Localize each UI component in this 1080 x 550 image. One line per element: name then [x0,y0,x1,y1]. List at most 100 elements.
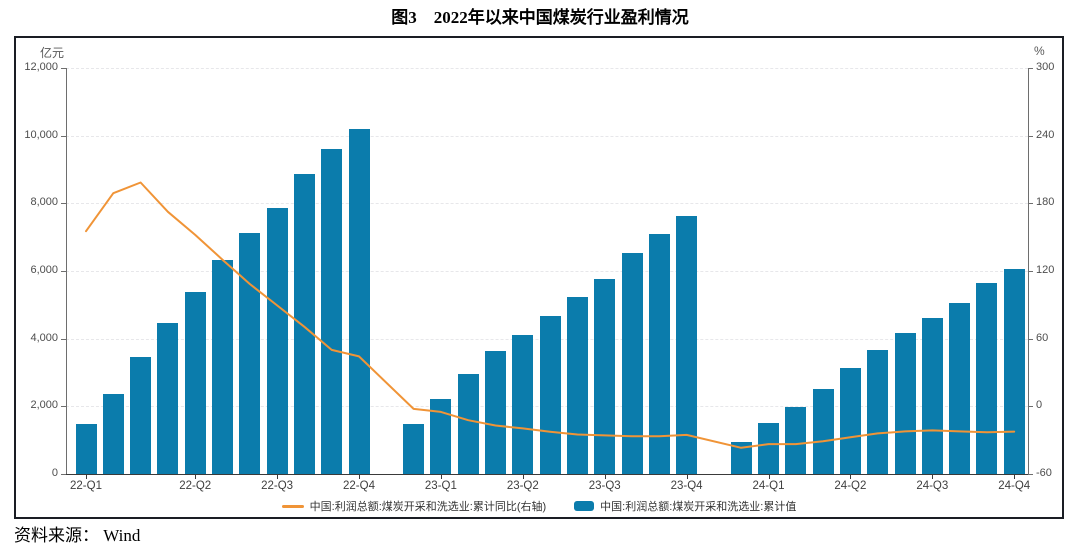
profit-bar [512,334,534,474]
x-axis-tick-label: 23-Q3 [588,480,621,492]
right-axis-tick [1028,406,1033,408]
x-axis-tick-label: 22-Q2 [179,480,212,492]
gridline [66,68,1028,69]
right-axis-tick-label: 240 [1036,128,1055,141]
x-axis-tick-label: 24-Q4 [998,480,1031,492]
x-axis-tick-label: 24-Q3 [916,480,949,492]
left-axis-tick [61,474,66,475]
x-axis-tick [359,475,360,479]
left-axis-line [66,68,67,474]
profit-bar [485,350,506,474]
left-axis-tick-label: 6,000 [30,264,58,276]
left-axis-tick [61,338,66,340]
x-axis-tick [850,475,852,479]
legend-bar-label: 中国:利润总额:煤炭开采和洗选业:累计值 [600,501,797,513]
right-axis-tick-label: 0 [1036,399,1043,412]
x-axis-tick-label: 23-Q2 [506,480,539,492]
gridline [66,203,1028,205]
profit-bar [566,296,588,474]
profit-bar [266,207,288,474]
right-axis-tick-label: 300 [1036,61,1055,73]
x-axis-tick-label: 23-Q1 [424,480,457,492]
left-axis-tick-label: 8,000 [30,196,58,209]
profit-bar [976,282,998,474]
profit-bar [157,322,179,474]
profit-bar [621,253,643,474]
x-axis-tick-label: 24-Q1 [752,480,785,492]
right-axis-tick [1028,68,1033,69]
profit-bar [730,441,752,474]
profit-bar [348,128,370,474]
left-axis-tick [61,203,66,205]
profit-bar [212,259,233,474]
profit-bar [130,356,152,474]
profit-bar [239,233,261,474]
profit-bar [75,423,97,474]
legend-item-line: 中国:利润总额:煤炭开采和洗选业:累计同比(右轴) [281,498,547,514]
left-axis-tick-label: 2,000 [30,399,58,412]
source-note: 资料来源： Wind [14,526,141,545]
legend-line-label: 中国:利润总额:煤炭开采和洗选业:累计同比(右轴) [309,501,547,513]
x-axis-tick-label: 23-Q4 [670,480,703,492]
right-axis-tick [1028,203,1033,205]
plot-area: 12,000 300 10,000 240 8,000 180 6,000 120 4,000 6… [16,38,1062,517]
profit-bar [921,317,943,474]
profit-bar [785,406,807,474]
x-axis-line [66,474,1028,475]
x-axis-tick [522,475,524,479]
right-axis-tick-label: 60 [1036,331,1049,344]
gridline [66,271,1028,272]
right-axis-tick [1028,135,1033,137]
x-axis-tick [932,475,934,479]
figure-title: 图3 2022年以来中国煤炭行业盈利情况 [391,8,689,27]
right-axis-tick [1028,474,1033,475]
left-axis-unit: 亿元 [39,46,64,60]
x-axis-tick [686,475,688,479]
chart-container: 亿元 % 12,000 300 10,000 240 8,000 180 6,000 120 4… [14,36,1064,519]
left-axis-tick-label: 10,000 [24,128,58,141]
profit-bar [430,398,452,474]
bar-series-swatch [574,501,595,511]
x-axis-tick [277,475,279,479]
profit-bar [812,388,834,474]
right-axis-tick-label: 180 [1036,196,1055,209]
right-axis-tick [1028,338,1033,340]
x-axis-tick-label: 24-Q2 [834,480,867,492]
right-axis-tick-label: 120 [1036,264,1055,276]
x-axis-tick-label: 22-Q3 [261,480,294,492]
profit-bar [758,423,779,474]
gridline [66,135,1028,137]
x-axis-tick-label: 22-Q1 [70,480,102,492]
profit-bar [457,374,479,474]
x-axis-tick [440,475,442,479]
right-axis-tick [1028,271,1033,272]
x-axis-tick-label: 22-Q4 [343,480,375,492]
yoy-line [85,181,1016,449]
left-axis-tick-label: 12,000 [24,61,58,73]
profit-bar [1003,269,1025,474]
left-axis-tick-label: 4,000 [30,331,58,344]
profit-bar [403,424,425,474]
left-axis-tick [61,271,66,272]
left-axis-tick [61,406,66,408]
profit-bar [184,291,206,474]
legend: 中国:利润总额:煤炭开采和洗选业:累计同比(右轴) 中国:利润总额:煤炭开采和洗… [16,498,1062,514]
profit-bar [839,367,861,474]
profit-bar [539,316,561,474]
left-axis-tick-label: 0 [51,467,58,479]
yoy-line-chart [85,181,1016,449]
x-axis-tick [86,475,87,479]
profit-bar [894,332,916,474]
profit-bar [594,278,616,474]
profit-bar [293,174,315,474]
x-axis-tick [195,475,197,479]
line-series-swatch [281,504,304,508]
right-axis-tick-label: -60 [1036,467,1052,479]
profit-bar [676,215,698,474]
profit-bar [648,233,670,474]
x-axis-tick [768,475,770,479]
right-axis-unit: % [1034,44,1045,58]
legend-item-bar: 中国:利润总额:煤炭开采和洗选业:累计值 [574,498,796,514]
left-axis-tick [61,135,66,137]
